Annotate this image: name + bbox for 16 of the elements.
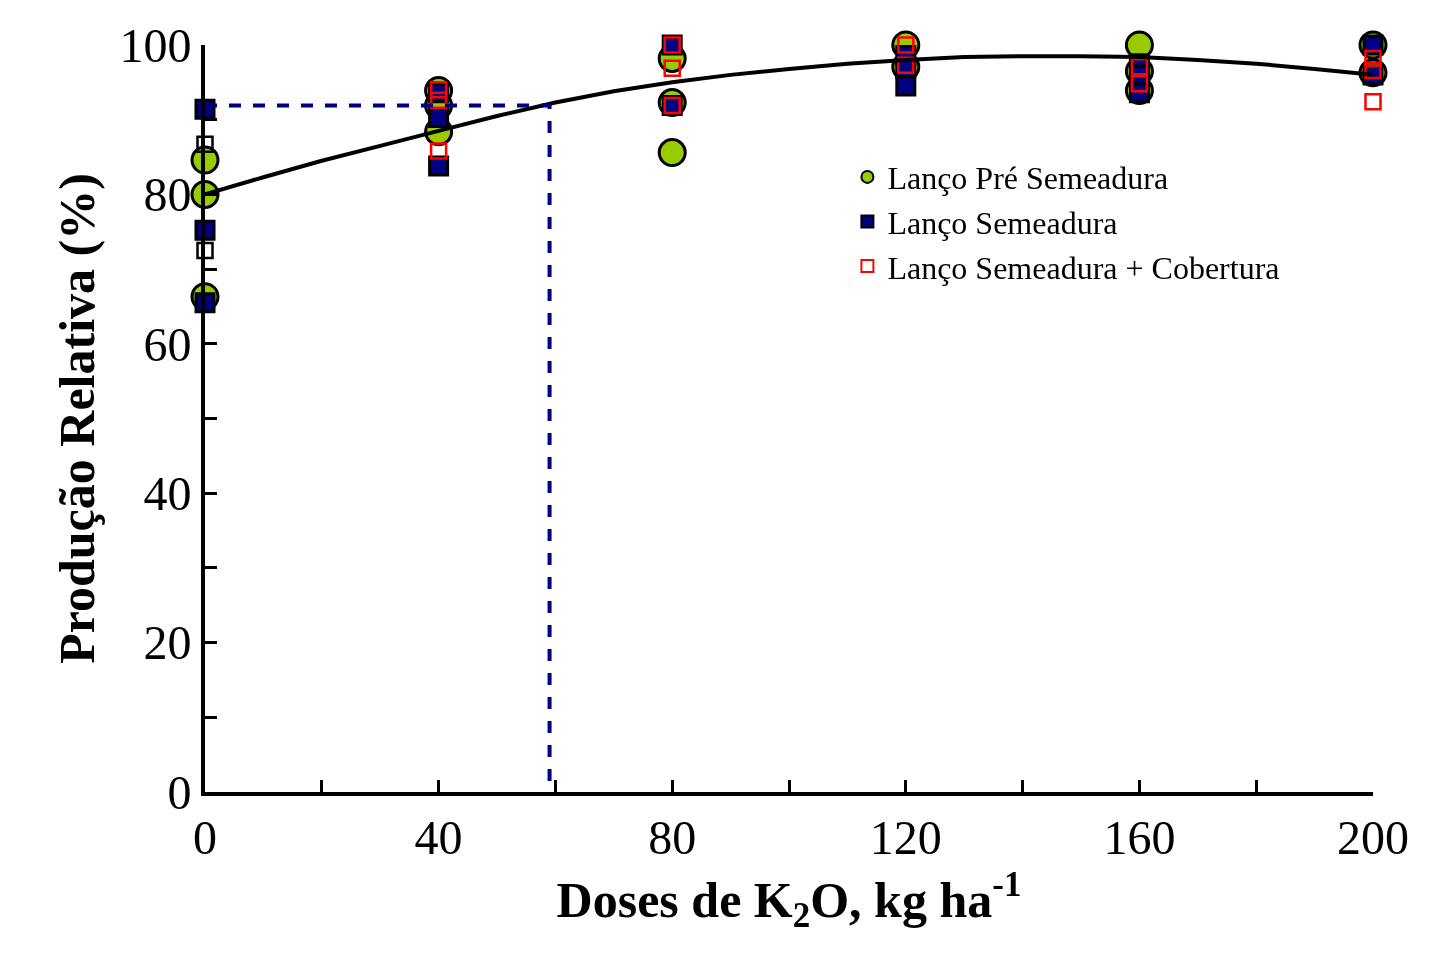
x-tick-label: 40 <box>414 810 463 864</box>
x-tick-label: 160 <box>1103 810 1176 864</box>
legend-label: Lanço Semeadura + Cobertura <box>887 249 1280 286</box>
y-tick-label: 100 <box>119 18 192 72</box>
y-tick-label: 40 <box>143 467 192 520</box>
legend-label: Lanço Semeadura <box>887 204 1118 241</box>
y-tick-label: 80 <box>143 168 192 222</box>
y-axis-title: Produção Relativa (%) <box>48 173 105 664</box>
y-tick-label: 0 <box>167 765 192 819</box>
x-tick-label: 200 <box>1337 810 1409 864</box>
legend-label: Lanço Pré Semeadura <box>887 160 1169 197</box>
y-tick-label: 60 <box>143 317 192 371</box>
y-tick-label: 20 <box>143 616 192 670</box>
x-tick-label: 80 <box>648 810 697 864</box>
x-tick-label: 120 <box>869 810 942 864</box>
x-axis-title: Doses de K$_{2}$O, kg ha$^{-1}$ <box>556 864 1022 936</box>
